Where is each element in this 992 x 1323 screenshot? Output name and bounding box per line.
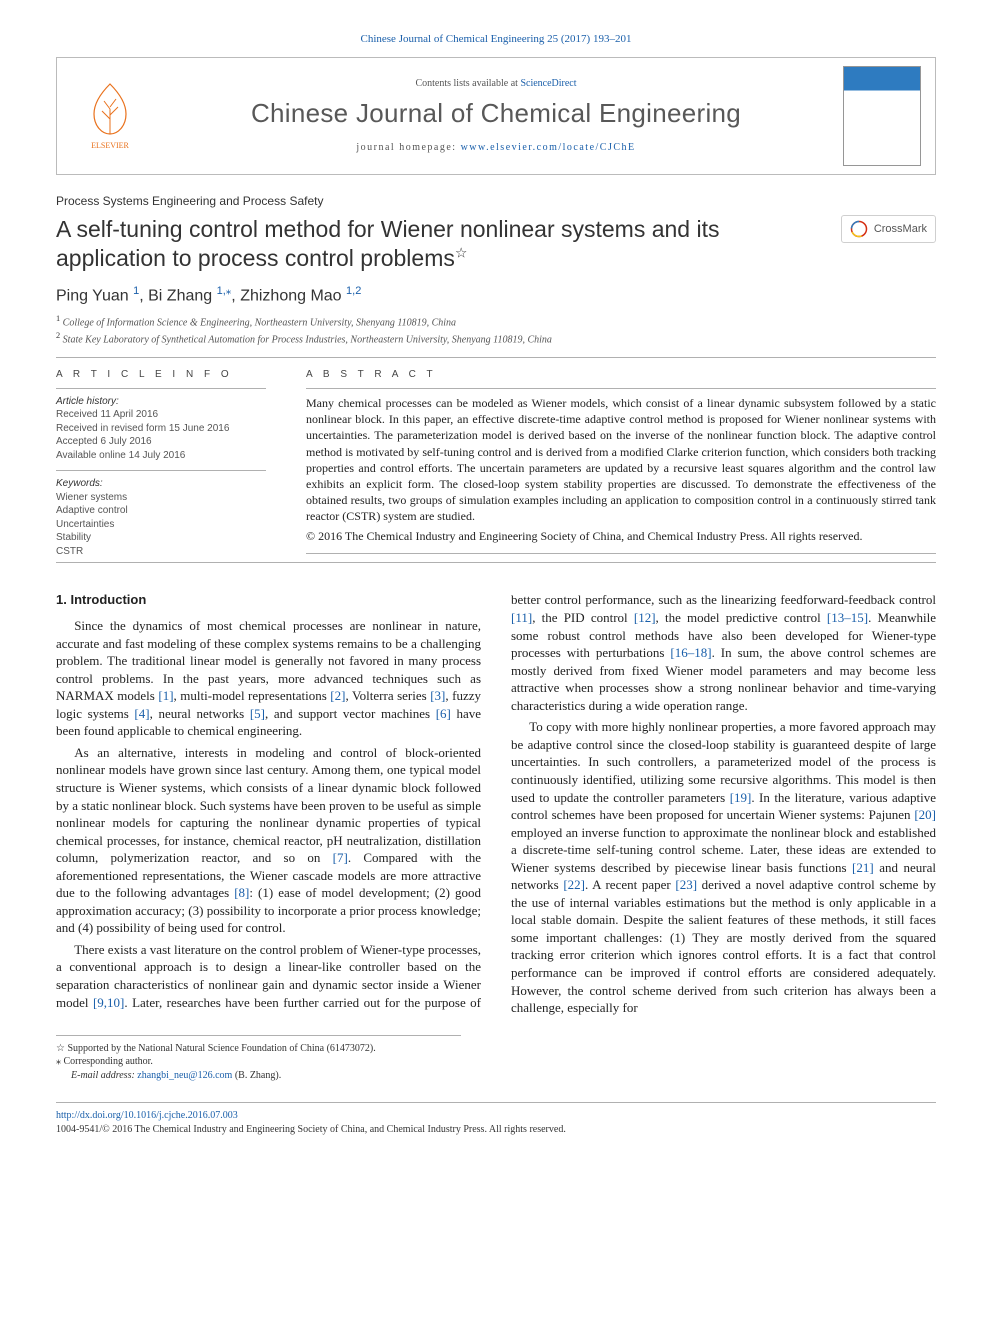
ref-link[interactable]: [12] (634, 610, 656, 625)
ref-link[interactable]: [23] (675, 877, 697, 892)
email-footnote: E-mail address: zhangbi_neu@126.com (B. … (56, 1069, 461, 1083)
keyword: CSTR (56, 545, 266, 559)
homepage-prefix: journal homepage: (356, 142, 460, 153)
ref-link[interactable]: [13–15] (827, 610, 868, 625)
intro-heading: 1. Introduction (56, 591, 481, 609)
keyword: Stability (56, 531, 266, 545)
journal-homepage-line: journal homepage: www.elsevier.com/locat… (163, 141, 829, 155)
divider (56, 357, 936, 358)
article-info-heading: A R T I C L E I N F O (56, 368, 266, 382)
ref-link[interactable]: [2] (330, 688, 345, 703)
ref-link[interactable]: [3] (430, 688, 445, 703)
page-footer-block: http://dx.doi.org/10.1016/j.cjche.2016.0… (56, 1102, 936, 1136)
ref-link[interactable]: [22] (563, 877, 585, 892)
ref-link[interactable]: [8] (234, 885, 249, 900)
elsevier-tree-logo-icon: ELSEVIER (71, 72, 149, 160)
funding-marker: ☆ (56, 1043, 65, 1054)
ref-link[interactable]: [21] (852, 860, 874, 875)
header-citation: Chinese Journal of Chemical Engineering … (56, 32, 936, 47)
article-history-label: Article history: (56, 395, 266, 409)
journal-name: Chinese Journal of Chemical Engineering (163, 96, 829, 131)
history-item: Accepted 6 July 2016 (56, 435, 266, 449)
ref-link[interactable]: [11] (511, 610, 532, 625)
homepage-link[interactable]: www.elsevier.com/locate/CJChE (461, 142, 636, 153)
keyword: Adaptive control (56, 504, 266, 518)
issn-copyright-line: 1004-9541/© 2016 The Chemical Industry a… (56, 1123, 936, 1137)
corresponding-author-footnote: ⁎ Corresponding author. (56, 1055, 461, 1069)
ref-link[interactable]: [9,10] (93, 995, 124, 1010)
email-label: E-mail address: (71, 1070, 137, 1081)
crossmark-button[interactable]: CrossMark (841, 215, 936, 243)
tree-icon (80, 79, 140, 139)
doi-link[interactable]: http://dx.doi.org/10.1016/j.cjche.2016.0… (56, 1110, 238, 1121)
affiliation-2: 2 State Key Laboratory of Synthetical Au… (56, 330, 936, 347)
contents-prefix: Contents lists available at (415, 78, 520, 89)
author-3: , Zhizhong Mao (231, 287, 346, 304)
citation-link[interactable]: Chinese Journal of Chemical Engineering … (361, 33, 632, 45)
email-link[interactable]: zhangbi_neu@126.com (137, 1070, 232, 1081)
divider (56, 470, 266, 471)
ref-link[interactable]: [20] (914, 807, 936, 822)
author-2: , Bi Zhang (139, 287, 216, 304)
history-item: Received in revised form 15 June 2016 (56, 422, 266, 436)
aff-text: State Key Laboratory of Synthetical Auto… (60, 334, 552, 345)
keyword: Uncertainties (56, 518, 266, 532)
history-item: Received 11 April 2016 (56, 408, 266, 422)
funding-footnote: ☆ Supported by the National Natural Scie… (56, 1042, 461, 1056)
keyword: Wiener systems (56, 491, 266, 505)
banner-center: Contents lists available at ScienceDirec… (163, 77, 829, 155)
article-section-label: Process Systems Engineering and Process … (56, 193, 936, 209)
info-abstract-row: A R T I C L E I N F O Article history: R… (56, 368, 936, 558)
crossmark-label: CrossMark (874, 222, 927, 237)
ref-link[interactable]: [7] (333, 850, 348, 865)
journal-banner: ELSEVIER Contents lists available at Sci… (56, 57, 936, 175)
divider (56, 388, 266, 389)
author-1: Ping Yuan (56, 287, 133, 304)
ref-link[interactable]: [6] (436, 706, 451, 721)
ref-link[interactable]: [19] (730, 790, 752, 805)
keywords-label: Keywords: (56, 477, 266, 491)
ref-link[interactable]: [1] (158, 688, 173, 703)
sciencedirect-link[interactable]: ScienceDirect (520, 78, 576, 89)
abstract-text: Many chemical processes can be modeled a… (306, 395, 936, 525)
author-2-aff[interactable]: 1, (217, 285, 226, 297)
abstract-copyright: © 2016 The Chemical Industry and Enginee… (306, 528, 936, 544)
title-row: A self-tuning control method for Wiener … (56, 215, 936, 274)
crossmark-icon (850, 220, 868, 238)
article-info-block: A R T I C L E I N F O Article history: R… (56, 368, 266, 558)
abstract-block: A B S T R A C T Many chemical processes … (306, 368, 936, 558)
aff-text: College of Information Science & Enginee… (60, 317, 456, 328)
divider (56, 562, 936, 563)
paragraph: To copy with more highly nonlinear prope… (511, 718, 936, 1016)
ref-link[interactable]: [5] (250, 706, 265, 721)
author-3-aff[interactable]: 1,2 (346, 285, 361, 297)
affiliations-block: 1 College of Information Science & Engin… (56, 313, 936, 348)
article-body-columns: 1. Introduction Since the dynamics of mo… (56, 591, 936, 1016)
authors-line: Ping Yuan 1, Bi Zhang 1,⁎, Zhizhong Mao … (56, 284, 936, 307)
divider (306, 553, 936, 554)
ref-link[interactable]: [4] (134, 706, 149, 721)
article-title: A self-tuning control method for Wiener … (56, 215, 831, 274)
contents-available-line: Contents lists available at ScienceDirec… (163, 77, 829, 91)
paragraph: Since the dynamics of most chemical proc… (56, 617, 481, 740)
elsevier-logo-label: ELSEVIER (91, 141, 129, 152)
affiliation-1: 1 College of Information Science & Engin… (56, 313, 936, 330)
title-text: A self-tuning control method for Wiener … (56, 216, 720, 271)
title-footnote-marker: ☆ (455, 245, 468, 261)
footnotes: ☆ Supported by the National Natural Scie… (56, 1035, 461, 1083)
paragraph: As an alternative, interests in modeling… (56, 744, 481, 937)
journal-cover-thumbnail-icon (843, 66, 921, 166)
abstract-heading: A B S T R A C T (306, 368, 936, 382)
divider (56, 1102, 936, 1103)
ref-link[interactable]: [16–18] (670, 645, 711, 660)
history-item: Available online 14 July 2016 (56, 449, 266, 463)
divider (306, 388, 936, 389)
